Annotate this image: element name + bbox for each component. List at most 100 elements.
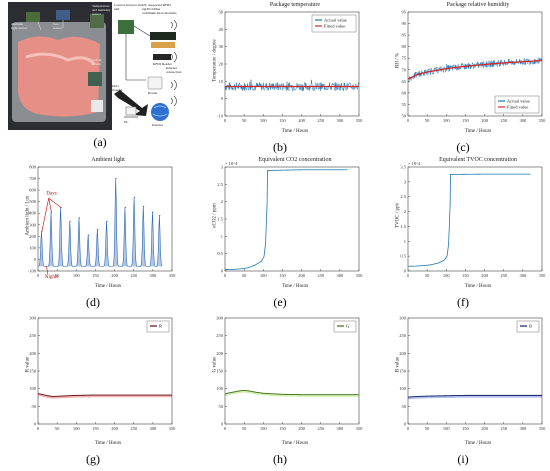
plot-area: 0 50 100 150 200 250 300 350-1001020304050Actua… (217, 10, 364, 124)
chart-eco2: Equivalent CO2 concentration eCO2 / ppm … (195, 155, 365, 293)
y-tick-label: 250 (29, 333, 37, 338)
x-tick-label: 250 (500, 118, 508, 123)
data-transfer-arrow (114, 90, 148, 116)
y-tick-label: 200 (216, 351, 224, 356)
x-tick-label: 150 (462, 426, 470, 431)
x-tick-label: 50 (55, 273, 60, 278)
chart-title: Package temperature (269, 2, 321, 8)
y-multiplier: × 10^4 (225, 161, 238, 166)
y-tick-label: 90 (402, 21, 407, 26)
y-tick-label: 2.5 (217, 182, 223, 187)
y-tick-label: 300 (29, 222, 37, 227)
panel-label-f: (f) (457, 295, 469, 309)
x-tick-label: 150 (92, 273, 100, 278)
x-tick-label: 200 (111, 273, 119, 278)
y-tick-label: 2 (404, 209, 406, 214)
plot-frame (37, 317, 173, 425)
annotation-arrow (48, 198, 52, 213)
x-tick-label: 150 (279, 426, 287, 431)
system-photo-panel: Ambient light sensor Gas sensor Temperat… (8, 2, 181, 130)
y-tick-label: 200 (29, 234, 37, 239)
rfid-module (150, 32, 176, 40)
y-tick-label: -100 (28, 269, 37, 274)
x-tick-label: 0 (407, 273, 410, 278)
x-tick-label: 0 (224, 273, 227, 278)
x-tick-label: 250 (317, 273, 325, 278)
x-tick-label: 0 (407, 426, 410, 431)
y-tick-label: 50 (402, 114, 407, 119)
daily-peak-point (133, 196, 136, 198)
y-tick-label: 50 (219, 404, 224, 409)
chart-package-humidity: Package relative humidity RH / % Time / … (378, 0, 548, 138)
series-band-r (37, 393, 172, 399)
legend-entry: B (529, 324, 532, 329)
x-tick-label: 100 (260, 426, 268, 431)
daily-peak-point (97, 228, 99, 230)
x-tick-label: 0 (37, 426, 40, 431)
x-tick-label: 350 (356, 273, 364, 278)
y-tick-label: 500 (29, 199, 37, 204)
x-tick-label: 50 (242, 118, 247, 123)
x-tick-label: 350 (356, 118, 364, 123)
y-tick-label: 50 (32, 404, 37, 409)
wifi-icon (170, 79, 177, 91)
plot-area: 0 50 100 150 200 250 300 350 0 0.5 1 1.5 2 2.5 3× 10^4 (217, 161, 364, 278)
x-tick-label: 300 (149, 273, 157, 278)
pointer-line (37, 21, 42, 31)
x-axis-label: Time / Hours (281, 284, 309, 289)
plot-area: 0 50 100 150 200 250 300 350 0 50 100 150 200 250 300 G (216, 316, 364, 432)
x-tick-label: 300 (336, 426, 344, 431)
y-tick-label: 70 (402, 67, 407, 72)
legend-entry: Actual value (507, 99, 530, 104)
y-tick-label: 0 (404, 269, 407, 274)
panel-label-c: (c) (456, 140, 470, 154)
x-tick-label: 50 (425, 426, 430, 431)
x-tick-label: 350 (169, 426, 177, 431)
x-tick-label: 250 (130, 273, 138, 278)
x-tick-label: 200 (481, 118, 489, 123)
series-line-main (224, 169, 348, 271)
x-tick-label: 100 (443, 273, 451, 278)
x-tick-label: 250 (317, 118, 325, 123)
y-tick-label: 100 (216, 386, 224, 391)
x-tick-label: 0 (224, 118, 227, 123)
y-tick-label: 65 (402, 79, 407, 84)
y-tick-label: -10 (217, 114, 224, 119)
internet-label: Internet (152, 123, 163, 127)
y-tick-label: 80 (402, 44, 407, 49)
system-diagram (8, 2, 177, 130)
y-tick-label: 100 (399, 386, 407, 391)
legend-box (494, 95, 540, 114)
x-tick-label: 100 (443, 426, 451, 431)
x-axis-label: Time / Hours (94, 284, 122, 289)
globe-lines (152, 105, 168, 117)
x-tick-label: 100 (73, 426, 81, 431)
x-tick-label: 50 (242, 426, 247, 431)
x-tick-label: 350 (356, 426, 364, 431)
gas-sensor-label: Gas sensor (53, 22, 62, 30)
x-tick-label: 350 (169, 273, 177, 278)
chart-r-value: R value Time / Hours 0 50 100 150 200 250 300 3… (8, 306, 178, 447)
y-tick-label: 250 (216, 333, 224, 338)
panel-label-e: (e) (273, 295, 287, 309)
control-board (118, 20, 134, 34)
chart-g-value: G value Time / Hours 0 50 100 150 200 250 300 3… (195, 306, 365, 447)
y-tick-label: 150 (29, 369, 37, 374)
y-tick-label: 0 (221, 422, 224, 427)
chart-b-value: B value Time / Hours 0 50 100 150 200 250 300 3… (378, 306, 548, 447)
y-tick-label: 0 (221, 269, 224, 274)
y-tick-label: 300 (399, 316, 407, 321)
x-tick-label: 0 (407, 118, 410, 123)
y-tick-label: 0 (221, 96, 224, 101)
x-tick-label: 50 (425, 273, 430, 278)
y-multiplier: × 10^4 (408, 161, 421, 166)
legend-entry: Fitted value (324, 24, 345, 29)
y-tick-label: 0 (404, 422, 407, 427)
x-tick-label: 0 (37, 273, 40, 278)
series-line-b (407, 394, 542, 398)
legend-entry: Fitted value (507, 105, 528, 110)
series-line-actual-value (224, 79, 360, 92)
y-tick-label: 600 (29, 188, 37, 193)
x-tick-label: 200 (481, 273, 489, 278)
x-tick-label: 50 (425, 118, 430, 123)
